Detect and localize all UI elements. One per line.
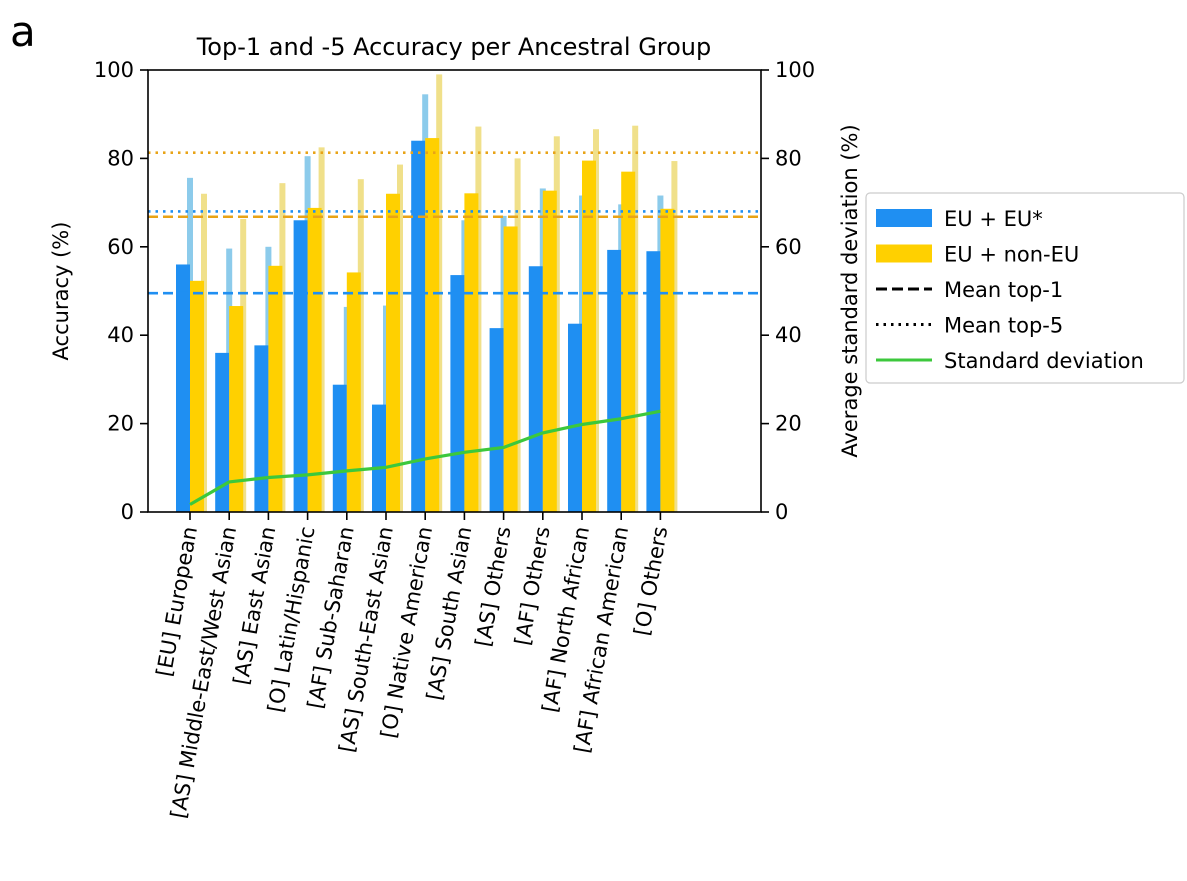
legend-frame [865, 192, 1185, 384]
bar-top1-blue-2 [254, 345, 269, 512]
bar-top1-yellow-7 [464, 193, 479, 512]
y-right-tick-label-100: 100 [775, 58, 815, 82]
bar-top1-blue-6 [411, 140, 426, 512]
legend-label-2: Mean top-1 [944, 278, 1063, 302]
legend-label-1: EU + non-EU [944, 243, 1079, 267]
legend-swatch-0 [876, 209, 932, 227]
chart-title: Top-1 and -5 Accuracy per Ancestral Grou… [196, 33, 712, 61]
y-right-tick-label-20: 20 [775, 412, 802, 436]
bar-top1-blue-1 [215, 352, 230, 512]
bar-top1-blue-5 [372, 404, 386, 512]
bar-top1-blue-9 [528, 266, 543, 512]
bar-top1-yellow-0 [190, 280, 204, 512]
bar-top1-blue-8 [489, 328, 504, 512]
bar-top1-yellow-8 [503, 226, 518, 512]
legend-swatch-1 [876, 244, 932, 263]
y-right-tick-label-0: 0 [775, 500, 788, 524]
bar-top1-yellow-6 [425, 138, 440, 512]
bar-top1-yellow-3 [307, 207, 322, 513]
right-axis: 0 20 40 60 80 100 [761, 58, 815, 524]
bar-top1-yellow-5 [386, 193, 400, 512]
y-tick-label-80: 80 [107, 146, 134, 170]
std-dev-line [189, 409, 661, 506]
panel-label: a [10, 7, 36, 56]
legend-label-0: EU + EU* [944, 207, 1043, 231]
bar-top1-yellow-4 [346, 272, 361, 512]
x-tick-label-8: [AS] Others [471, 525, 516, 649]
y-tick-label-0: 0 [121, 500, 134, 524]
y-axis-label: Accuracy (%) [49, 222, 73, 361]
y-tick-label-40: 40 [107, 323, 134, 347]
lines-layer [148, 151, 761, 506]
bar-top1-yellow-9 [542, 190, 557, 512]
plot-frame [147, 69, 762, 513]
legend-label-3: Mean top-5 [944, 314, 1063, 338]
x-axis: [EU] European[AS] Middle-East/West Asian… [152, 512, 672, 820]
left-axis: 0 20 40 60 80 100 [94, 58, 148, 524]
bar-top1-blue-10 [568, 323, 582, 512]
bar-top1-yellow-2 [268, 265, 283, 512]
legend-label-4: Standard deviation [944, 349, 1144, 373]
bar-top1-blue-7 [450, 275, 465, 512]
bar-top1-blue-4 [332, 384, 347, 512]
bar-top1-blue-0 [176, 264, 190, 512]
bar-top1-blue-11 [607, 249, 622, 513]
bar-top1-yellow-10 [582, 160, 596, 513]
bar-top1-yellow-11 [621, 171, 636, 512]
x-tick-label-12: [O] Others [630, 525, 673, 638]
bar-top1-yellow-1 [229, 306, 244, 512]
legend: EU + EU* EU + non-EU Mean top-1 Mean top-5 S… [865, 192, 1185, 384]
y-right-tick-label-60: 60 [775, 235, 802, 259]
y-tick-label-100: 100 [94, 58, 134, 82]
bar-top1-blue-12 [646, 251, 661, 512]
bar-top1-blue-3 [293, 220, 308, 512]
bar-top1-yellow-12 [660, 208, 675, 512]
y-tick-label-20: 20 [107, 412, 134, 436]
y-axis-right-label: Average standard deviation (%) [838, 124, 862, 457]
y-right-tick-label-80: 80 [775, 146, 802, 170]
x-tick-label-9: [AF] Others [510, 525, 554, 647]
y-right-tick-label-40: 40 [775, 323, 802, 347]
y-tick-label-60: 60 [107, 235, 134, 259]
